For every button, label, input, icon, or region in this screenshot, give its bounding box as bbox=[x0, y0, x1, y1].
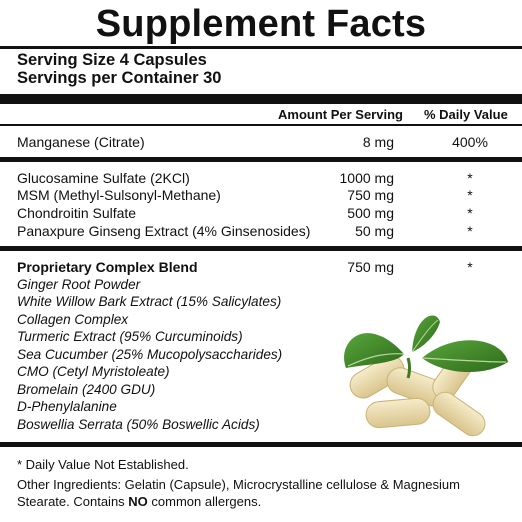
nutrient-dv: 400% bbox=[452, 134, 488, 150]
blend-ingredient: Bromelain (2400 GDU) bbox=[17, 382, 156, 397]
nutrient-amount: 8 mg bbox=[362, 134, 394, 150]
blend-ingredient: Ginger Root Powder bbox=[17, 277, 141, 292]
nutrient-row: MSM (Methyl-Sulsonyl-Methane) 750 mg * bbox=[0, 186, 522, 204]
servings-per-container: Servings per Container 30 bbox=[17, 69, 222, 87]
nutrient-dv: * bbox=[467, 223, 473, 239]
other-ingredients-text: common allergens. bbox=[147, 494, 262, 509]
header-rule bbox=[0, 124, 522, 126]
nutrient-dv: * bbox=[467, 187, 473, 203]
nutrient-amount: 50 mg bbox=[355, 223, 394, 239]
thick-rule bbox=[0, 94, 522, 104]
nutrient-name: MSM (Methyl-Sulsonyl-Methane) bbox=[17, 187, 221, 203]
panel-title: Supplement Facts bbox=[95, 3, 427, 45]
nutrient-amount: 750 mg bbox=[347, 187, 394, 203]
nutrient-name: Panaxpure Ginseng Extract (4% Ginsenosid… bbox=[17, 223, 311, 239]
other-ingredients-line-1: Other Ingredients: Gelatin (Capsule), Mi… bbox=[17, 477, 460, 492]
manganese-row: Manganese (Citrate) 8 mg 400% bbox=[0, 133, 522, 151]
capsules-and-leaves-illustration bbox=[344, 315, 508, 437]
blend-ingredient: Collagen Complex bbox=[17, 312, 129, 327]
other-ingredients-line-2: Stearate. Contains NO common allergens. bbox=[17, 494, 261, 510]
blend-ingredient: Turmeric Extract (95% Curcuminoids) bbox=[17, 329, 243, 344]
section-rule bbox=[0, 157, 522, 162]
blend-ingredient: White Willow Bark Extract (15% Salicylat… bbox=[17, 294, 282, 309]
nutrient-amount: 500 mg bbox=[347, 205, 394, 221]
nutrient-row: Chondroitin Sulfate 500 mg * bbox=[0, 204, 522, 222]
proprietary-blend-row: Proprietary Complex Blend 750 mg * bbox=[0, 258, 522, 276]
blend-name: Proprietary Complex Blend bbox=[17, 259, 198, 275]
daily-value-header: % Daily Value bbox=[424, 107, 508, 122]
nutrient-name: Chondroitin Sulfate bbox=[17, 205, 137, 221]
blend-ingredient: D-Phenylalanine bbox=[17, 399, 117, 414]
blend-ingredient: CMO (Cetyl Myristoleate) bbox=[17, 364, 170, 379]
nutrient-row: Glucosamine Sulfate (2KCl) 1000 mg * bbox=[0, 169, 522, 187]
nutrient-name: Glucosamine Sulfate (2KCl) bbox=[17, 170, 190, 186]
section-rule bbox=[0, 246, 522, 251]
blend-ingredient: Boswellia Serrata (50% Boswellic Acids) bbox=[17, 417, 260, 432]
top-rule bbox=[0, 46, 522, 49]
blend-amount: 750 mg bbox=[347, 259, 394, 275]
nutrient-dv: * bbox=[467, 170, 473, 186]
serving-size: Serving Size 4 Capsules bbox=[17, 51, 207, 69]
blend-dv: * bbox=[467, 259, 473, 275]
bottom-rule bbox=[0, 442, 522, 447]
other-ingredients-text: Stearate. Contains bbox=[17, 494, 129, 509]
nutrient-name: Manganese (Citrate) bbox=[17, 134, 145, 150]
allergen-emphasis: NO bbox=[128, 494, 148, 509]
nutrient-amount: 1000 mg bbox=[339, 170, 394, 186]
nutrient-row: Panaxpure Ginseng Extract (4% Ginsenosid… bbox=[0, 222, 522, 240]
nutrient-dv: * bbox=[467, 205, 473, 221]
amount-per-serving-header: Amount Per Serving bbox=[278, 107, 403, 122]
daily-value-footnote: * Daily Value Not Established. bbox=[17, 457, 189, 472]
blend-ingredient: Sea Cucumber (25% Mucopolysaccharides) bbox=[17, 347, 283, 362]
